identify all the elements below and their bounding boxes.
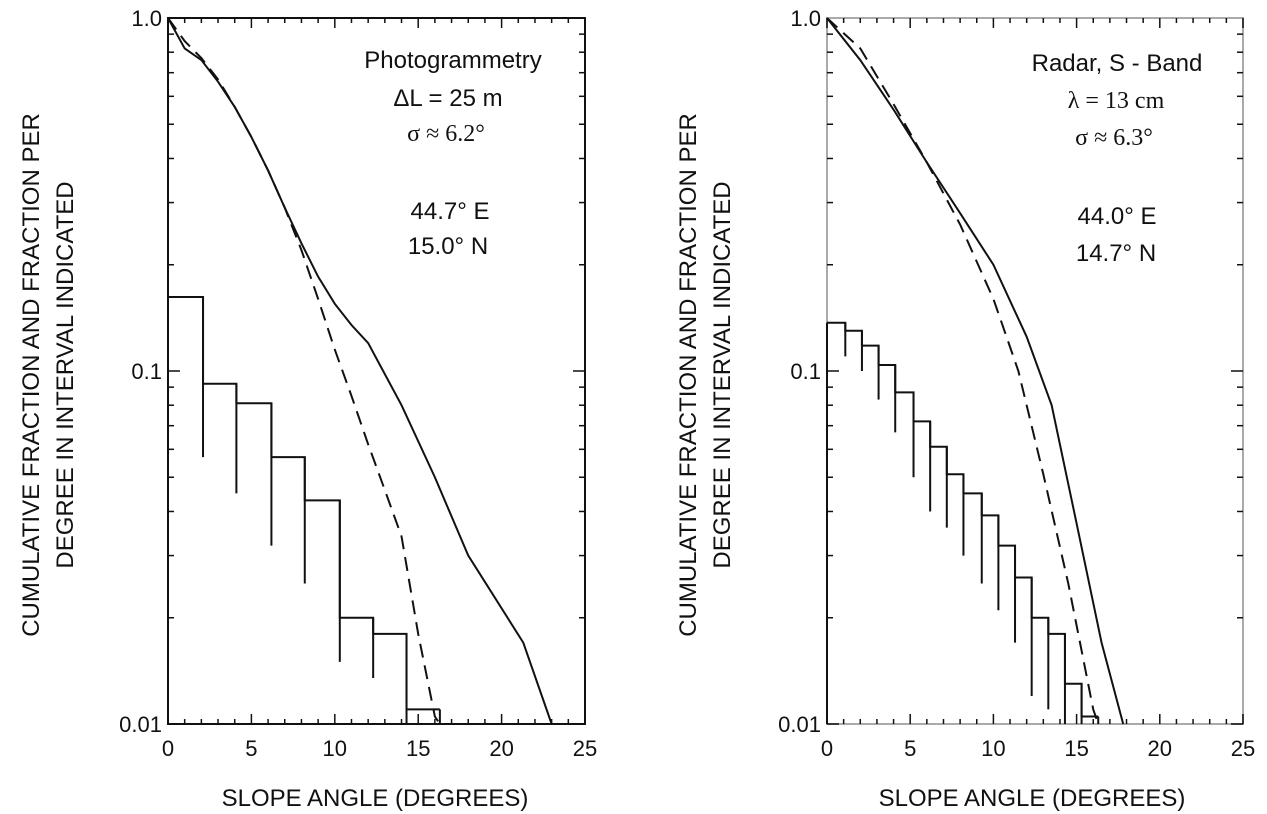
right-x-tick-label: 20 [1148,736,1172,761]
left-x-tick-label: 0 [162,736,174,761]
right-x-tick-label: 25 [1231,736,1255,761]
left-y-tick-label: 0.1 [131,359,162,384]
right-chart-panel: 0 5 10 15 20 25 0.01 0.1 1.0 Radar, S - Band λ =… [675,6,1255,812]
left-y-axis-title-line1: CUMULATIVE FRACTION AND FRACTION PER [18,113,45,637]
right-y-tick-label: 1.0 [790,6,821,31]
left-cumulative-dashed-line [167,17,441,725]
left-x-axis-title: SLOPE ANGLE (DEGREES) [222,785,529,812]
right-cumulative-solid-line [826,17,1125,725]
right-x-axis-title: SLOPE ANGLE (DEGREES) [879,785,1186,812]
left-plot-frame [167,17,586,725]
right-annotation-method: Radar, S - Band [1032,50,1203,77]
left-x-tick-label: 15 [406,736,430,761]
left-x-tick-label: 25 [573,736,597,761]
left-annotation-longitude: 44.7° E [411,198,490,225]
left-annotation-baseline: ΔL = 25 m [393,85,502,112]
right-y-axis-title-line2: DEGREE IN INTERVAL INDICATED [709,181,736,568]
right-annotation-latitude: 14.7° N [1076,240,1156,267]
right-y-axis-title-line1: CUMULATIVE FRACTION AND FRACTION PER [675,113,702,637]
right-x-tick-label: 15 [1064,736,1088,761]
left-cumulative-solid-line [167,17,553,725]
right-y-tick-label: 0.01 [778,712,821,737]
right-x-tick-label: 5 [904,736,916,761]
left-x-tick-label: 20 [489,736,513,761]
left-chart-panel: 0 5 10 15 20 25 0.01 0.1 1.0 Photogrammetry ΔL =… [18,6,597,812]
right-x-tick-label: 10 [981,736,1005,761]
right-annotation-sigma: σ ≈ 6.3° [1075,125,1153,151]
right-cumulative-dashed-line [826,17,1100,725]
left-y-axis-title-line2: DEGREE IN INTERVAL INDICATED [52,181,79,568]
left-annotation-latitude: 15.0° N [408,233,488,260]
right-annotation-longitude: 44.0° E [1078,203,1157,230]
left-x-tick-label: 5 [245,736,257,761]
right-y-tick-label: 0.1 [790,359,821,384]
left-x-tick-label: 10 [323,736,347,761]
left-annotation-sigma: σ ≈ 6.2° [407,121,485,147]
right-annotation-wavelength: λ = 13 cm [1068,88,1165,114]
left-annotation-method: Photogrammetry [364,47,541,74]
left-y-tick-label: 1.0 [131,6,162,31]
left-y-tick-label: 0.01 [119,712,162,737]
right-x-tick-label: 0 [821,736,833,761]
